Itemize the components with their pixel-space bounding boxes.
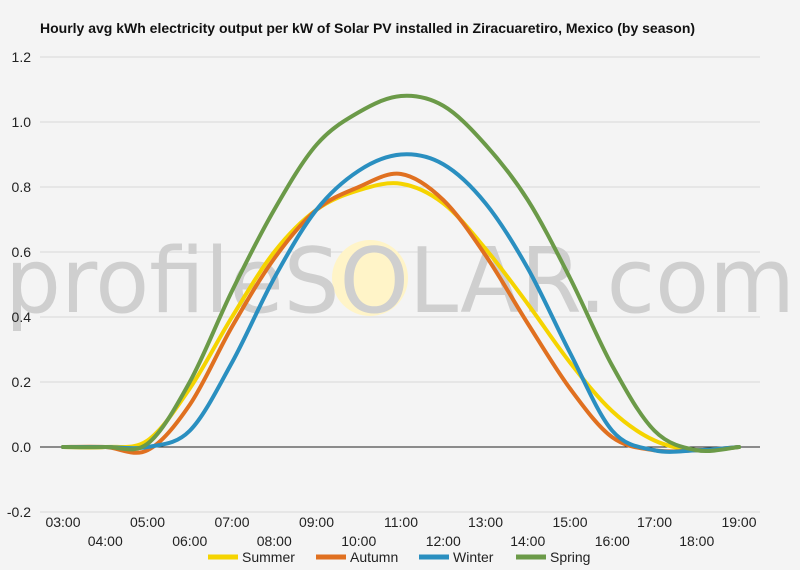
- series: [61, 93, 741, 455]
- x-tick-label: 19:00: [721, 514, 756, 530]
- x-tick-label: 04:00: [88, 533, 123, 549]
- series-line-spring: [61, 93, 741, 453]
- x-tick-label: 08:00: [257, 533, 292, 549]
- x-tick-label: 15:00: [552, 514, 587, 530]
- y-tick-label: 0.8: [12, 179, 32, 195]
- legend-label-winter: Winter: [453, 549, 494, 565]
- x-tick-label: 18:00: [679, 533, 714, 549]
- x-axis-ticks: 03:00 04:00 05:00 06:00 07:00 08:00 09:00 10:00…: [45, 514, 756, 549]
- y-tick-label: 1.0: [12, 114, 32, 130]
- y-tick-label: 0.0: [12, 439, 32, 455]
- legend-label-autumn: Autumn: [350, 549, 398, 565]
- x-tick-label: 07:00: [214, 514, 249, 530]
- watermark-sun-icon: [332, 240, 408, 316]
- legend-label-summer: Summer: [242, 549, 295, 565]
- x-tick-label: 06:00: [172, 533, 207, 549]
- legend: Summer Autumn Winter Spring: [208, 549, 590, 565]
- x-tick-label: 16:00: [595, 533, 630, 549]
- x-tick-label: 10:00: [341, 533, 376, 549]
- series-line-winter: [61, 152, 741, 454]
- x-tick-label: 14:00: [510, 533, 545, 549]
- watermark: profileSOLAR.com: [5, 229, 795, 334]
- x-tick-label: 05:00: [130, 514, 165, 530]
- legend-label-spring: Spring: [550, 549, 590, 565]
- x-tick-label: 11:00: [384, 514, 418, 530]
- watermark-text: profileSOLAR.com: [5, 229, 795, 334]
- y-tick-label: -0.2: [7, 504, 31, 520]
- y-tick-label: 0.4: [12, 309, 32, 325]
- x-tick-label: 17:00: [637, 514, 672, 530]
- y-tick-label: 0.6: [12, 244, 32, 260]
- chart-title: Hourly avg kWh electricity output per kW…: [40, 20, 695, 36]
- series-line-autumn: [61, 171, 741, 455]
- x-tick-label: 03:00: [45, 514, 80, 530]
- y-axis-ticks: -0.2 0.0 0.2 0.4 0.6 0.8 1.0 1.2: [7, 49, 31, 520]
- x-tick-label: 13:00: [468, 514, 503, 530]
- x-tick-label: 12:00: [426, 533, 461, 549]
- x-tick-label: 09:00: [299, 514, 334, 530]
- y-tick-label: 1.2: [12, 49, 32, 65]
- y-tick-label: 0.2: [12, 374, 32, 390]
